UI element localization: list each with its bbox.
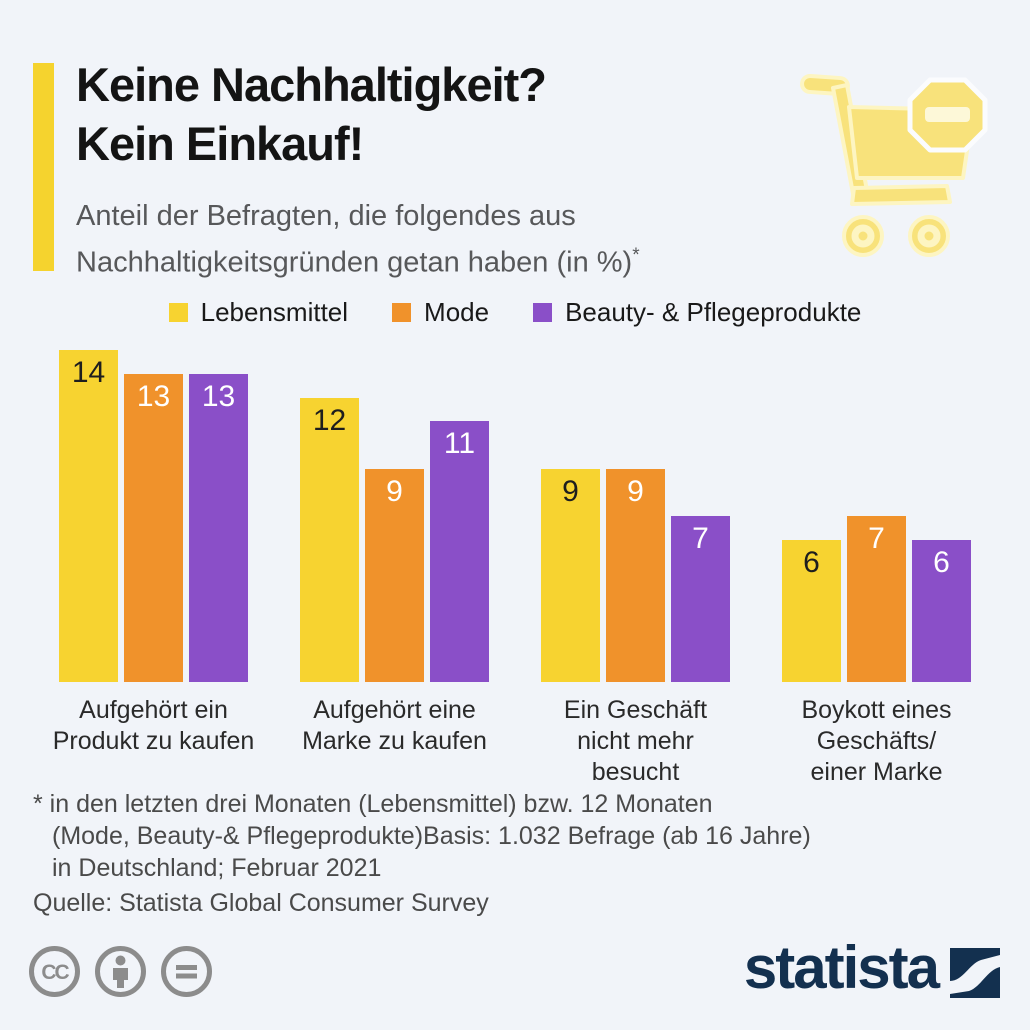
category-label: Ein Geschäft nicht mehr besucht — [563, 696, 708, 786]
bar-cluster: 6 7 6 — [756, 348, 997, 682]
legend: Lebensmittel Mode Beauty- & Pflegeprodukte — [0, 297, 1030, 328]
title-accent-bar — [33, 63, 54, 271]
title-line-2: Kein Einkauf! — [76, 117, 364, 170]
legend-label: Lebensmittel — [200, 297, 349, 327]
bar-group-aufgeh-rt-eine-marke-zu-kaufen: 12 9 11 Aufgehört eine Marke zu kaufen — [274, 348, 515, 788]
statista-logo: statista — [744, 936, 1000, 1000]
bar-value-label: 11 — [443, 427, 476, 461]
category-label: Boykott eines Geschäfts/einer Marke — [801, 696, 952, 786]
bar-mode: 9 — [606, 468, 665, 682]
no-derivatives-icon — [161, 946, 212, 997]
source-line: Quelle: Statista Global Consumer Survey — [33, 889, 489, 917]
subtitle-line-1: Anteil der Befragten, die folgendes aus — [76, 200, 576, 232]
bar-value-label: 9 — [386, 474, 403, 508]
legend-item-mode: Mode — [392, 297, 489, 328]
cc-icon: CC — [29, 946, 80, 997]
bar-value-label: 13 — [136, 379, 171, 413]
legend-swatch — [533, 303, 553, 322]
bar-beauty-pflegeprodukte: 11 — [430, 421, 489, 682]
statista-wordmark: statista — [743, 934, 940, 1001]
bar-chart: 14 13 13 Aufgehört ein Produkt zu kaufen 12 9 1… — [33, 348, 997, 788]
bar-value-label: 7 — [692, 522, 709, 556]
bar-lebensmittel: 6 — [782, 539, 841, 682]
bar-mode: 9 — [365, 468, 424, 682]
footnote-line: (Mode, Beauty-& Pflegeprodukte)Basis: 1.… — [52, 822, 811, 850]
bar-group-boykott-eines-gesch-fts-einer-marke: 6 7 6 Boykott eines Geschäfts/einer Marke — [756, 348, 997, 788]
title-line-1: Keine Nachhaltigkeit? — [76, 58, 547, 111]
attribution-icon — [95, 946, 146, 997]
license-icons: CC — [28, 945, 213, 998]
legend-item-lebensmittel: Lebensmittel — [168, 297, 349, 328]
bar-value-label: 14 — [71, 356, 106, 390]
subtitle-line-2: Nachhaltigkeitsgründen getan haben (in %… — [76, 245, 640, 279]
footnote-line: in Deutschland; Februar 2021 — [52, 854, 382, 882]
bar-value-label: 6 — [803, 545, 820, 579]
bar-beauty-pflegeprodukte: 7 — [671, 516, 730, 682]
bar-group-aufgeh-rt-ein-produkt-zu-kaufen: 14 13 13 Aufgehört ein Produkt zu kaufen — [33, 348, 274, 788]
bar-value-label: 6 — [933, 545, 950, 579]
bar-value-label: 13 — [201, 379, 236, 413]
bar-lebensmittel: 9 — [541, 468, 600, 682]
legend-swatch — [168, 303, 188, 322]
category-label: Aufgehört eine Marke zu kaufen — [302, 696, 487, 755]
bar-cluster: 14 13 13 — [33, 348, 274, 682]
bar-beauty-pflegeprodukte: 6 — [912, 539, 971, 682]
bar-cluster: 9 9 7 — [515, 348, 756, 682]
bar-mode: 13 — [124, 373, 183, 682]
legend-swatch — [392, 303, 412, 322]
bar-value-label: 9 — [627, 474, 644, 508]
no-shopping-cart-icon — [793, 58, 1005, 269]
bar-value-label: 12 — [312, 403, 347, 437]
bar-lebensmittel: 12 — [300, 397, 359, 682]
bar-lebensmittel: 14 — [59, 350, 118, 682]
footnote-line: * in den letzten drei Monaten (Lebensmit… — [33, 790, 713, 818]
page-subtitle: Anteil der Befragten, die folgendes aus … — [76, 197, 640, 283]
bar-value-label: 7 — [868, 522, 885, 556]
bar-mode: 7 — [847, 516, 906, 682]
footnote: * in den letzten drei Monaten (Lebensmit… — [33, 788, 953, 884]
legend-item-beauty-pflegeprodukte: Beauty- & Pflegeprodukte — [533, 297, 861, 328]
legend-label: Mode — [424, 297, 490, 327]
bar-group-ein-gesch-ft-nicht-mehr-besucht: 9 9 7 Ein Geschäft nicht mehr besucht — [515, 348, 756, 788]
page-title: Keine Nachhaltigkeit? Kein Einkauf! — [76, 55, 547, 173]
footnote-asterisk: * — [632, 245, 640, 266]
svg-text:CC: CC — [41, 961, 69, 984]
bar-cluster: 12 9 11 — [274, 348, 515, 682]
category-label: Aufgehört ein Produkt zu kaufen — [52, 696, 255, 755]
statista-logo-mark — [950, 948, 1000, 998]
bar-value-label: 9 — [562, 474, 579, 508]
minus-octagon-icon — [907, 77, 988, 153]
legend-label: Beauty- & Pflegeprodukte — [565, 297, 862, 327]
bar-beauty-pflegeprodukte: 13 — [189, 373, 248, 682]
